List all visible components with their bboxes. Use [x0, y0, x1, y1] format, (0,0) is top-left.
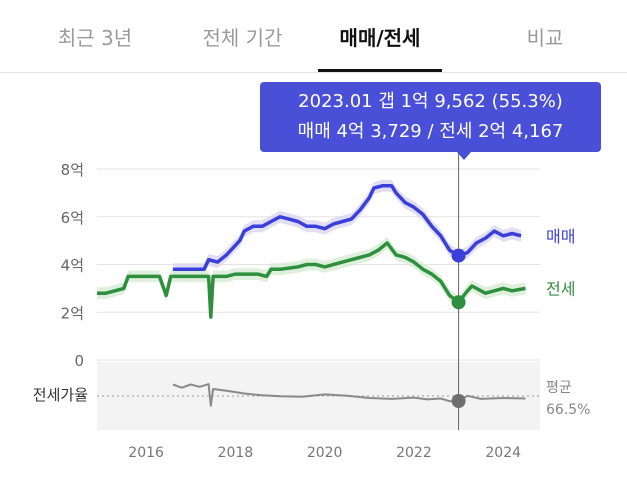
y-tick-label: 2억 — [61, 304, 84, 322]
tooltip-arrow — [457, 152, 471, 160]
ratio-axis-label: 전세가율 — [33, 386, 88, 404]
y-tick-label: 0 — [74, 352, 84, 370]
tooltip-gap-line: 2023.01 갭 1억 9,562 (55.3%) — [298, 91, 563, 112]
tab-bar: 최근 3년 전체 기간 매매/전세 비교 — [0, 0, 627, 73]
jeonse-series-label: 전세 — [546, 279, 575, 298]
jeonse-highlight-marker — [451, 295, 466, 310]
ratio-highlight-marker — [451, 394, 466, 409]
x-tick-label: 2020 — [307, 445, 343, 461]
tab-compare[interactable]: 비교 — [526, 26, 564, 50]
x-tick-label: 2022 — [396, 445, 432, 461]
average-label: 평균 — [546, 380, 572, 396]
tooltip-price-line: 매매 4억 3,729 / 전세 2억 4,167 — [297, 121, 564, 142]
sale-highlight-marker — [451, 248, 466, 263]
y-tick-label: 6억 — [61, 209, 84, 227]
x-tick-label: 2018 — [218, 445, 254, 461]
chart-tooltip: 2023.01 갭 1억 9,562 (55.3%) 매매 4억 3,729 /… — [260, 82, 601, 152]
sale-series-label: 매매 — [546, 227, 575, 246]
y-tick-label: 8억 — [61, 161, 84, 179]
tab-sale-jeonse[interactable]: 매매/전세 — [318, 22, 442, 72]
y-tick-label: 4억 — [61, 257, 84, 275]
average-value: 66.5% — [546, 402, 590, 418]
tab-all-period[interactable]: 전체 기간 — [202, 26, 283, 50]
x-tick-label: 2024 — [485, 445, 521, 461]
x-tick-label: 2016 — [128, 445, 164, 461]
tab-recent-3-years[interactable]: 최근 3년 — [57, 26, 133, 50]
